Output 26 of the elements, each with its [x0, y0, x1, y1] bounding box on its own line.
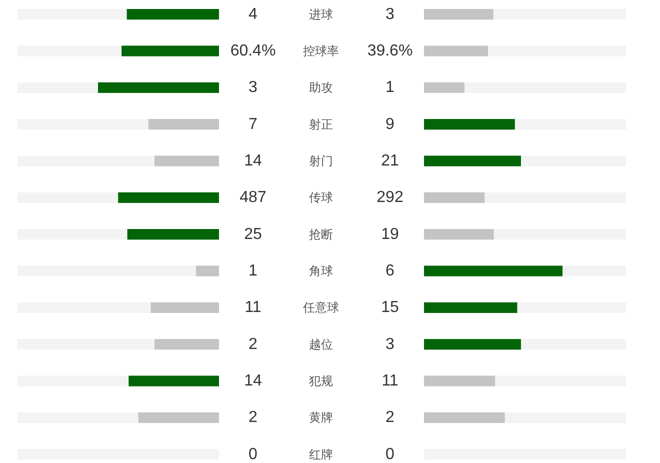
data-label: 15: [381, 299, 399, 316]
category-label: 红牌: [309, 447, 333, 462]
category-label: 黄牌: [309, 410, 333, 425]
data-label: 9: [386, 116, 394, 133]
data-label: 39.6%: [367, 42, 413, 60]
category-label: 进球: [309, 7, 333, 22]
data-label: 3: [386, 336, 394, 353]
data-label: 21: [381, 152, 399, 170]
data-label: 6: [386, 262, 394, 280]
category-label: 传球: [309, 190, 333, 205]
data-label: 2: [386, 409, 394, 426]
data-label: 1: [386, 79, 394, 96]
category-label: 控球率: [303, 44, 339, 58]
category-label: 助攻: [309, 80, 333, 95]
category-label: 抢断: [309, 227, 333, 242]
data-label: 3: [386, 6, 394, 23]
data-label: 0: [386, 446, 394, 463]
data-label: 11: [382, 372, 398, 390]
data-label: 19: [381, 226, 399, 243]
category-label: 射正: [309, 117, 333, 132]
category-label: 射门: [309, 154, 333, 168]
data-label: 292: [376, 189, 404, 206]
category-label: 任意球: [303, 300, 339, 315]
category-label: 犯规: [309, 374, 333, 388]
category-label: 角球: [309, 264, 333, 278]
category-label: 越位: [309, 337, 333, 352]
